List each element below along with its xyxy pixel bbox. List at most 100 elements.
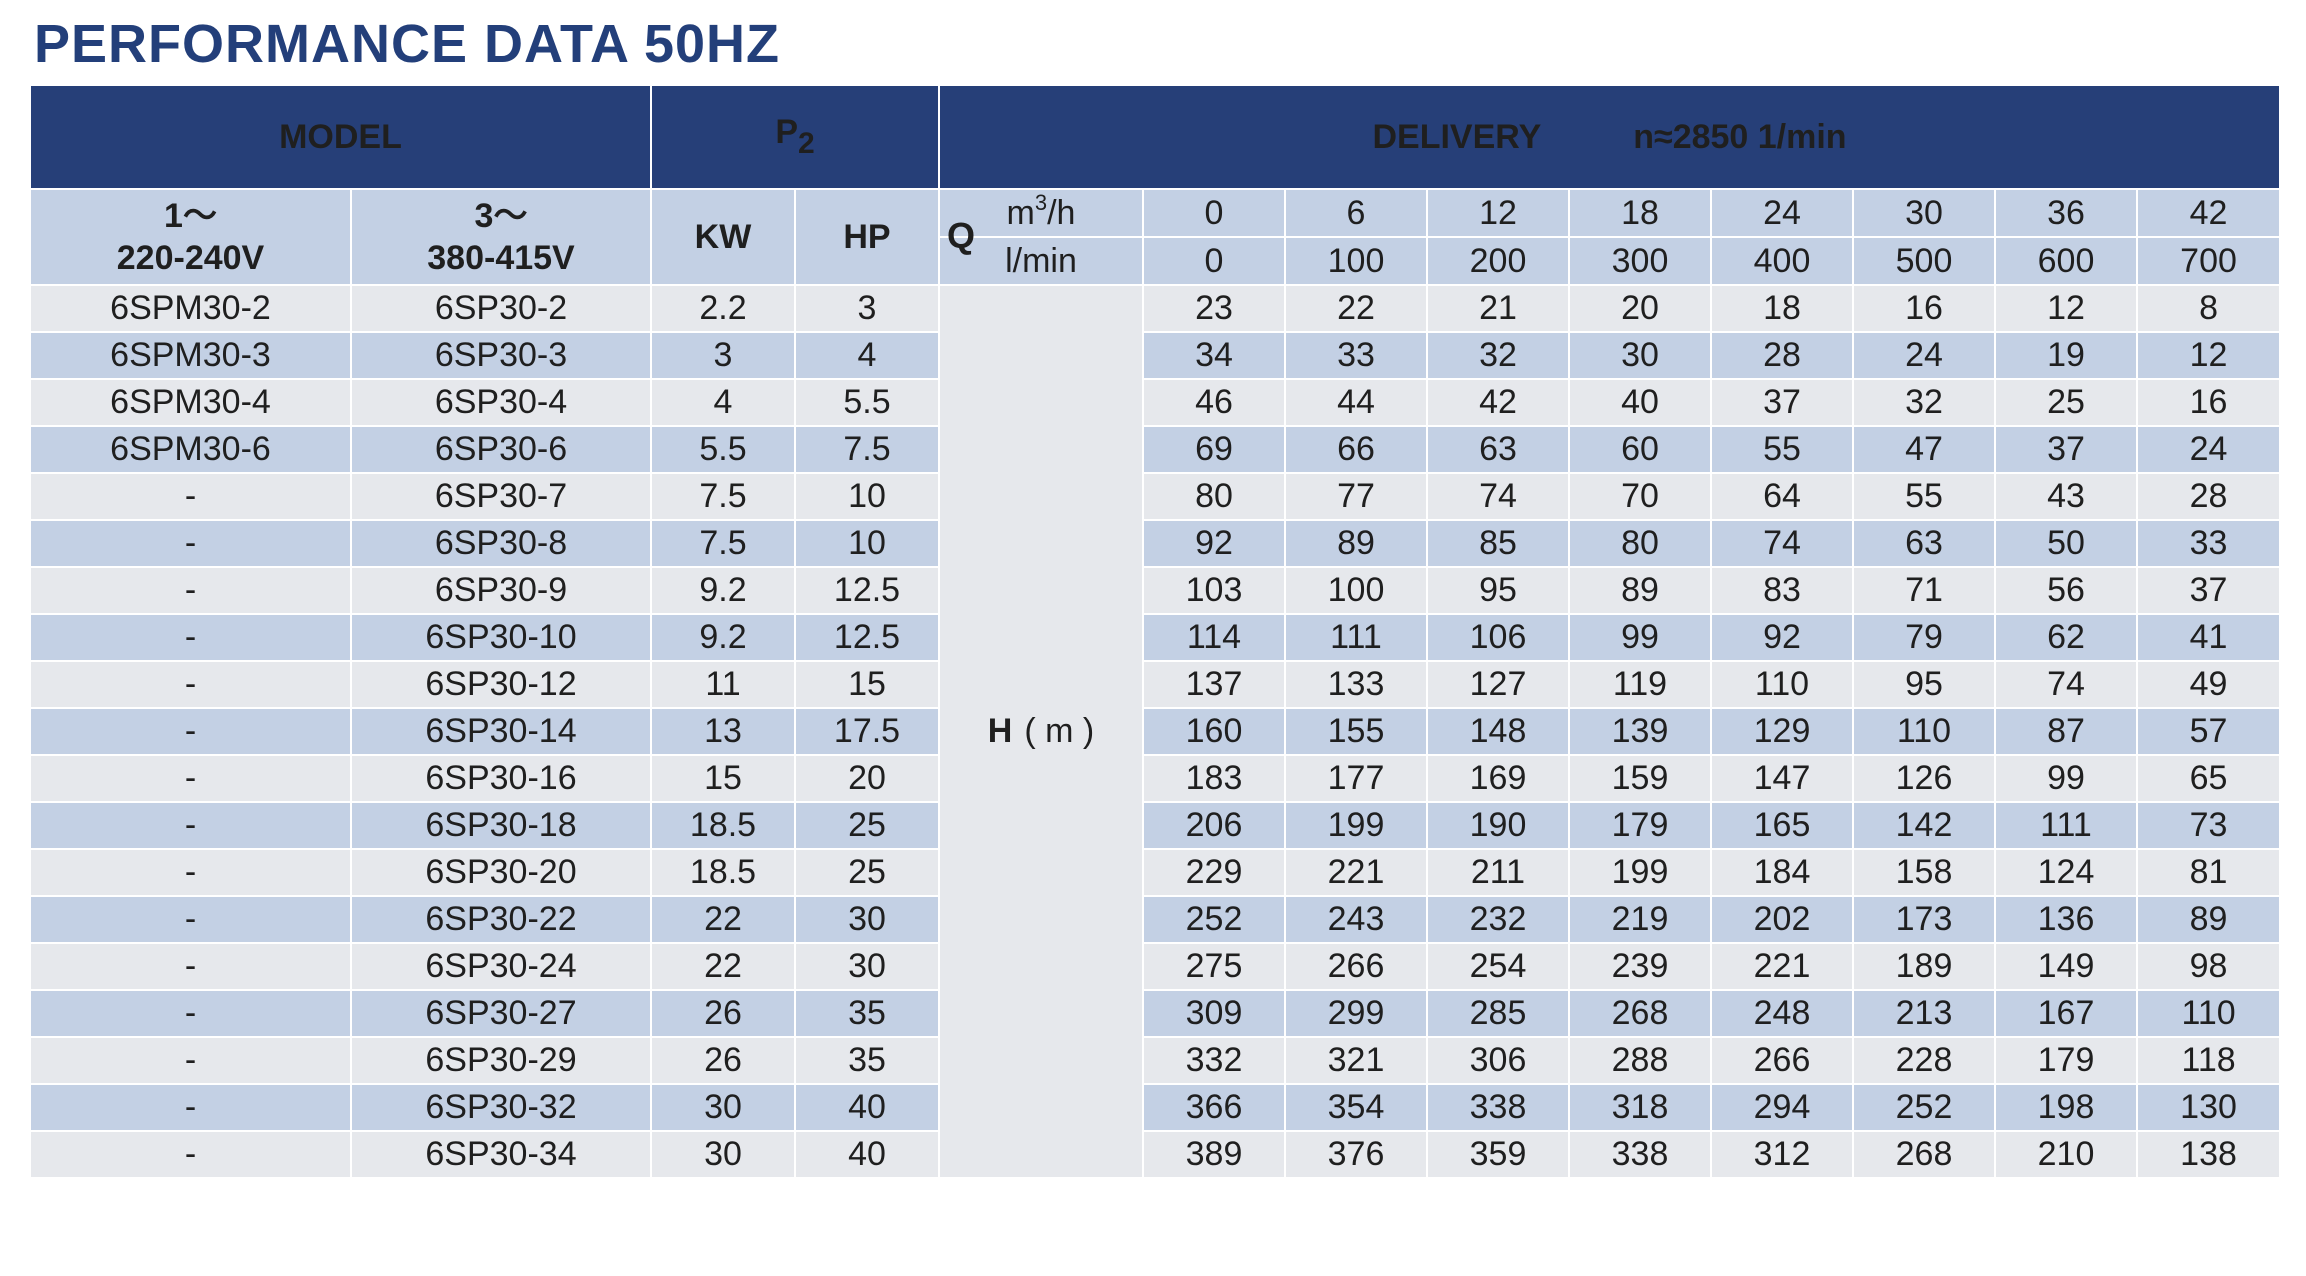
head-value: 239 [1568,942,1712,991]
three-phase-model: 6SP30-3 [350,331,652,380]
head-value: 87 [1994,707,2138,756]
table-row: -6SP30-18 18.5 25 206 199 190 179 165 142 111 73 [29,801,2282,850]
head-value: 202 [1710,895,1854,944]
head-value: 89 [2135,895,2282,944]
single-phase-model: - [29,660,352,709]
head-value: 173 [1852,895,1996,944]
power-hp: 30 [794,895,940,944]
head-value: 184 [1710,848,1854,897]
table-row: 6SPM30-3 6SP30-3 3 4 34 33 32 30 28 24 19 12 [29,331,2282,380]
head-value: 74 [1994,660,2138,709]
single-phase-symbol: 1～ [164,197,217,235]
head-value: 332 [1142,1036,1286,1085]
three-phase-model: 6SP30-8 [350,519,652,568]
head-value: 179 [1568,801,1712,850]
power-kw: 5.5 [650,425,796,474]
head-value: 114 [1142,613,1286,662]
flow-m3h-cell: 42 [2135,188,2282,238]
head-value: 294 [1710,1083,1854,1132]
head-value: 62 [1994,613,2138,662]
power-kw: 30 [650,1130,796,1179]
table-row: -6SP30-8 7.5 10 92 89 85 80 74 63 50 33 [29,519,2282,568]
head-value: 33 [2135,519,2282,568]
head-value: 321 [1284,1036,1428,1085]
head-value: 127 [1426,660,1570,709]
power-kw: 9.2 [650,613,796,662]
single-phase-model: 6SPM30-2 [29,284,352,333]
three-phase-symbol: 3～ [474,197,528,235]
three-phase-model: 6SP30-6 [350,425,652,474]
table-row: -6SP30-7 7.5 10 80 77 74 70 64 55 43 28 [29,472,2282,521]
p2-header: P2 [650,84,940,190]
table-row: -6SP30-27 26 35 309 299 285 268 248 213 167 110 [29,989,2282,1038]
power-kw: 26 [650,1036,796,1085]
power-kw: 22 [650,942,796,991]
three-phase-voltage: 380-415V [427,239,575,277]
head-value: 16 [2135,378,2282,427]
power-hp: 25 [794,801,940,850]
head-value: 70 [1568,472,1712,521]
head-value: 359 [1426,1130,1570,1179]
table-row: -6SP30-20 18.5 25 229 221 211 199 184 158 124 81 [29,848,2282,897]
model-header: MODEL [29,84,652,190]
power-hp: 15 [794,660,940,709]
head-value: 110 [2135,989,2282,1038]
table-row: -6SP30-9 9.2 12.5 103 100 95 89 83 71 56 37 [29,566,2282,615]
page-title: PERFORMANCE DATA 50HZ [34,14,781,74]
head-value: 199 [1568,848,1712,897]
head-value: 25 [1994,378,2138,427]
head-value: 80 [1142,472,1286,521]
head-value: 64 [1710,472,1854,521]
flow-lmin-cell: 700 [2135,236,2282,286]
head-value: 60 [1568,425,1712,474]
single-phase-model: - [29,1130,352,1179]
head-value: 32 [1426,331,1570,380]
head-value: 77 [1284,472,1428,521]
head-value: 199 [1284,801,1428,850]
head-value: 37 [2135,566,2282,615]
flow-m3h-cell: 0 [1142,188,1286,238]
three-phase-model: 6SP30-16 [350,754,652,803]
head-value: 103 [1142,566,1286,615]
head-value: 23 [1142,284,1286,333]
single-phase-model: - [29,519,352,568]
head-value: 69 [1142,425,1286,474]
single-phase-model: - [29,989,352,1038]
head-value: 43 [1994,472,2138,521]
head-value: 266 [1710,1036,1854,1085]
table-row: -6SP30-12 11 15 137 133 127 119 110 95 74 49 [29,660,2282,709]
single-phase-model: - [29,801,352,850]
head-value: 21 [1426,284,1570,333]
three-phase-model: 6SP30-20 [350,848,652,897]
power-kw: 13 [650,707,796,756]
single-phase-voltage: 220-240V [116,239,265,277]
flow-m3h-cell: 24 [1710,188,1854,238]
head-value: 16 [1852,284,1996,333]
flow-m3h-cell: 6 [1284,188,1428,238]
head-value: 42 [1426,378,1570,427]
three-phase-header: 3～ 380-415V [350,188,652,286]
head-value: 285 [1426,989,1570,1038]
head-value: 74 [1426,472,1570,521]
head-value: 32 [1852,378,1996,427]
power-kw: 9.2 [650,566,796,615]
head-value: 221 [1284,848,1428,897]
head-value: 41 [2135,613,2282,662]
header-row-flow-lmin: l/min 0 100 200 300 400 500 600 700 [30,236,2282,286]
head-value: 252 [1852,1083,1996,1132]
power-hp: 10 [794,472,940,521]
power-kw: 4 [650,378,796,427]
flow-lmin-cell: 300 [1568,236,1712,286]
head-value: 55 [1710,425,1854,474]
head-value: 24 [2135,425,2282,474]
flow-lmin-cell: 600 [1994,236,2138,286]
head-value: 37 [1710,378,1854,427]
single-phase-model: 6SPM30-4 [29,378,352,427]
head-value: 80 [1568,519,1712,568]
flow-m3h-cell: 30 [1852,188,1996,238]
head-value: 24 [1852,331,1996,380]
head-value: 366 [1142,1083,1286,1132]
power-hp: 7.5 [794,425,940,474]
head-value: 354 [1284,1083,1428,1132]
table-row: -6SP30-24 22 30 275 266 254 239 221 189 149 98 [29,942,2282,991]
